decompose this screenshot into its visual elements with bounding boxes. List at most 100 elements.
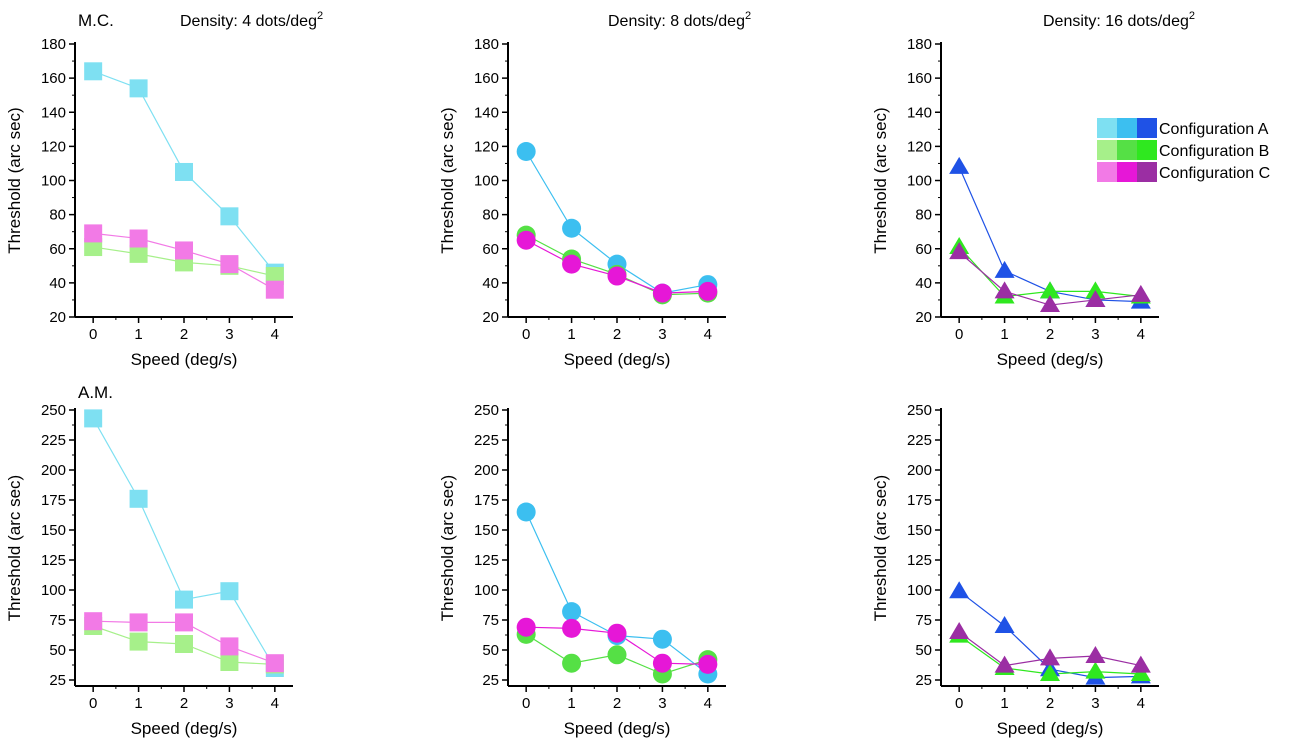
data-point-triangle bbox=[1040, 664, 1060, 681]
data-point-triangle bbox=[949, 156, 970, 174]
data-point-triangle bbox=[1040, 648, 1060, 666]
data-point-square bbox=[265, 654, 284, 673]
data-point-square bbox=[265, 280, 284, 299]
x-tick-label: 1 bbox=[134, 326, 142, 343]
y-tick-label: 100 bbox=[474, 582, 499, 599]
x-tick-label: 2 bbox=[180, 326, 188, 343]
data-point-triangle bbox=[994, 260, 1015, 278]
y-tick-label: 120 bbox=[41, 138, 66, 155]
y-tick-label: 140 bbox=[41, 104, 66, 121]
y-axis-title: Threshold (arc sec) bbox=[871, 107, 890, 253]
y-tick-label: 25 bbox=[915, 672, 932, 689]
panel-1: 20 40 60 80 100 120 140 160 180 0 1 2 3 4 Speed (deg/s… bbox=[438, 36, 726, 369]
data-point-square bbox=[220, 637, 239, 656]
x-tick-label: 4 bbox=[704, 326, 712, 343]
data-point-circle bbox=[652, 629, 672, 649]
data-point-circle bbox=[652, 653, 672, 673]
y-tick-label: 125 bbox=[41, 552, 66, 569]
y-tick-label: 75 bbox=[482, 612, 499, 629]
y-tick-label: 100 bbox=[474, 173, 499, 190]
y-tick-label: 150 bbox=[41, 522, 66, 539]
x-tick-label: 4 bbox=[704, 695, 712, 712]
data-point-square bbox=[129, 229, 148, 248]
column-title-4-dots: Density: 4 dots/deg2 bbox=[180, 10, 323, 30]
y-tick-label: 75 bbox=[915, 612, 932, 629]
row-label-am: A.M. bbox=[78, 383, 113, 402]
x-axis-title: Speed (deg/s) bbox=[131, 719, 238, 738]
column-title-4-dots-sup: 2 bbox=[317, 10, 323, 22]
x-tick-label: 3 bbox=[658, 326, 666, 343]
y-axis-title: Threshold (arc sec) bbox=[871, 475, 890, 621]
x-tick-label: 0 bbox=[89, 695, 97, 712]
data-point-triangle bbox=[949, 581, 970, 599]
y-tick-label: 80 bbox=[915, 207, 932, 224]
panel-4: 25 50 75 100 125 150 175 200 225 250 0 1 2 3 4 Speed (d… bbox=[438, 402, 726, 738]
y-tick-label: 180 bbox=[41, 36, 66, 53]
y-tick-label: 200 bbox=[41, 462, 66, 479]
x-tick-label: 1 bbox=[567, 695, 575, 712]
legend-swatch-c-1 bbox=[1097, 162, 1117, 182]
y-tick-label: 100 bbox=[907, 582, 932, 599]
x-tick-label: 1 bbox=[1000, 326, 1008, 343]
legend-entry-a: Configuration A bbox=[1097, 118, 1269, 138]
column-title-16-dots: Density: 16 dots/deg2 bbox=[1043, 10, 1195, 30]
x-tick-label: 3 bbox=[1091, 326, 1099, 343]
y-tick-label: 225 bbox=[41, 432, 66, 449]
y-tick-label: 140 bbox=[474, 104, 499, 121]
data-point-triangle bbox=[1040, 295, 1060, 313]
x-tick-label: 3 bbox=[1091, 695, 1099, 712]
data-point-square bbox=[129, 613, 148, 632]
legend-swatch-a-1 bbox=[1097, 118, 1117, 138]
data-point-circle bbox=[562, 602, 582, 622]
y-tick-label: 125 bbox=[474, 552, 499, 569]
x-tick-label: 0 bbox=[89, 326, 97, 343]
data-point-square bbox=[220, 582, 239, 601]
y-tick-label: 180 bbox=[907, 36, 932, 53]
data-point-square bbox=[220, 207, 239, 226]
data-point-circle bbox=[698, 654, 718, 674]
legend-swatch-a-3 bbox=[1137, 118, 1157, 138]
y-tick-label: 80 bbox=[49, 207, 66, 224]
data-point-triangle bbox=[1040, 281, 1060, 299]
y-tick-label: 50 bbox=[49, 642, 66, 659]
y-tick-label: 225 bbox=[474, 432, 499, 449]
y-tick-label: 160 bbox=[474, 70, 499, 87]
data-point-square bbox=[84, 409, 103, 428]
y-tick-label: 150 bbox=[907, 522, 932, 539]
y-axis-title: Threshold (arc sec) bbox=[5, 475, 24, 621]
y-tick-label: 120 bbox=[907, 138, 932, 155]
x-tick-label: 1 bbox=[1000, 695, 1008, 712]
data-point-circle bbox=[562, 618, 582, 638]
y-tick-label: 25 bbox=[482, 672, 499, 689]
column-title-8-dots: Density: 8 dots/deg2 bbox=[608, 10, 751, 30]
legend-swatch-b-2 bbox=[1117, 140, 1137, 160]
legend-label-a: Configuration A bbox=[1159, 121, 1269, 138]
data-point-square bbox=[175, 590, 193, 609]
y-tick-label: 150 bbox=[474, 522, 499, 539]
x-axis-title: Speed (deg/s) bbox=[564, 350, 671, 369]
x-tick-label: 1 bbox=[134, 695, 142, 712]
legend-swatch-c-3 bbox=[1137, 162, 1157, 182]
legend-swatch-b-1 bbox=[1097, 140, 1117, 160]
data-point-triangle bbox=[949, 622, 970, 639]
y-tick-label: 50 bbox=[482, 642, 499, 659]
data-point-square bbox=[129, 79, 148, 98]
x-axis-title: Speed (deg/s) bbox=[997, 350, 1104, 369]
data-point-square bbox=[175, 613, 193, 632]
y-tick-label: 140 bbox=[907, 104, 932, 121]
column-title-8-dots-main: Density: 8 dots/deg bbox=[608, 13, 745, 30]
data-point-triangle bbox=[1085, 281, 1106, 299]
column-title-8-dots-sup: 2 bbox=[745, 10, 751, 22]
data-point-square bbox=[84, 62, 103, 81]
x-tick-label: 3 bbox=[225, 326, 233, 343]
y-tick-label: 125 bbox=[907, 552, 932, 569]
x-tick-label: 0 bbox=[522, 326, 530, 343]
y-tick-label: 175 bbox=[907, 492, 932, 509]
column-title-4-dots-main: Density: 4 dots/deg bbox=[180, 13, 317, 30]
x-tick-label: 2 bbox=[180, 695, 188, 712]
x-tick-label: 4 bbox=[271, 326, 279, 343]
data-point-square bbox=[129, 244, 148, 263]
y-tick-label: 100 bbox=[41, 582, 66, 599]
data-point-square bbox=[129, 632, 148, 651]
